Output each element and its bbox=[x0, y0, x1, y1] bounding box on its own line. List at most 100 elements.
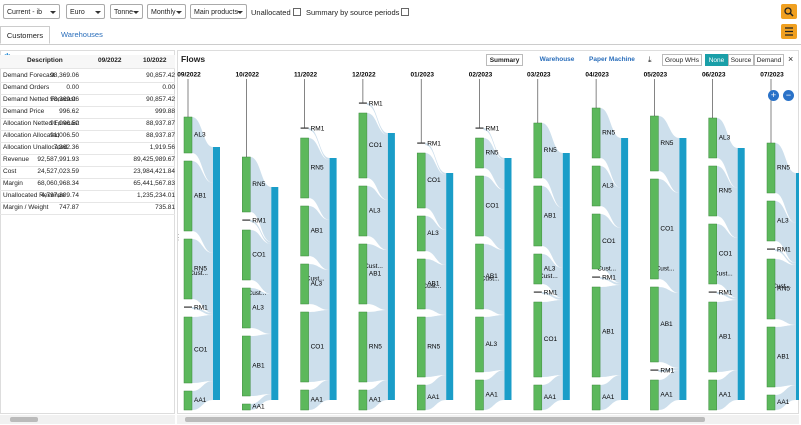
flow-ribbon bbox=[541, 254, 563, 298]
node-label: CO1 bbox=[311, 344, 325, 351]
row-label: Revenue bbox=[3, 156, 30, 163]
flow-ribbon bbox=[600, 277, 622, 285]
menu-button[interactable] bbox=[781, 24, 797, 39]
cell: 91,006.50 bbox=[50, 120, 79, 127]
flow-ribbon bbox=[192, 117, 213, 183]
source-node bbox=[592, 276, 601, 278]
table-row: Demand Forecast 98,369.06 90,857.42 bbox=[0, 70, 175, 83]
scenario-select[interactable]: Current - ib bbox=[3, 4, 60, 19]
flow-ribbon bbox=[716, 224, 738, 298]
tab[interactable]: Warehouses bbox=[61, 30, 103, 39]
node-label: AA1 bbox=[194, 397, 207, 404]
currency-select[interactable]: Euro bbox=[66, 4, 105, 19]
node-label: RN5 bbox=[311, 165, 324, 172]
source-node bbox=[416, 215, 426, 252]
view-tab[interactable]: Warehouse bbox=[534, 54, 580, 66]
unallocated-label: Unallocated bbox=[251, 8, 291, 17]
node-label: RN5 bbox=[252, 181, 265, 188]
cell: 24,527,023.59 bbox=[37, 168, 79, 175]
products-select[interactable]: Main products bbox=[190, 4, 247, 19]
source-node bbox=[766, 326, 776, 388]
flow-ribbon bbox=[600, 214, 622, 283]
node-label: AA1 bbox=[719, 392, 732, 399]
node-label: AB1 bbox=[252, 363, 265, 370]
node-label: AB1 bbox=[486, 273, 499, 280]
node-label: RN5 bbox=[777, 286, 790, 293]
flow-ribbon bbox=[658, 287, 680, 368]
flow-ribbon bbox=[716, 166, 738, 238]
cell: 1,235,234.01 bbox=[137, 192, 175, 199]
source-node bbox=[533, 384, 543, 411]
node-label: RN5 bbox=[427, 344, 440, 351]
customer-label: Cust... bbox=[539, 273, 558, 280]
flow-ribbon bbox=[541, 123, 563, 208]
source-node bbox=[533, 291, 542, 293]
source-node bbox=[766, 258, 776, 320]
flow-ribbon bbox=[483, 128, 505, 160]
flow-ribbon bbox=[250, 220, 272, 244]
flow-ribbon bbox=[483, 244, 505, 315]
customer-label: Cust... bbox=[597, 266, 616, 273]
flow-ribbon bbox=[425, 153, 447, 230]
unallocated-checkbox[interactable]: Unallocated bbox=[251, 8, 301, 17]
search-button[interactable] bbox=[781, 4, 797, 19]
source-node bbox=[766, 200, 776, 242]
flow-ribbon bbox=[716, 370, 738, 410]
source-node bbox=[533, 185, 543, 247]
grouping-option[interactable]: Source bbox=[728, 54, 754, 66]
source-node bbox=[416, 316, 426, 378]
node-label: AA1 bbox=[369, 397, 382, 404]
flow-ribbon bbox=[192, 315, 213, 383]
cell: 999.88 bbox=[155, 108, 175, 115]
node-label: AB1 bbox=[194, 193, 207, 200]
grouping-option[interactable]: Demand bbox=[754, 54, 784, 66]
period-label: 07/2023 bbox=[760, 72, 784, 79]
grouping-option[interactable]: None bbox=[705, 54, 728, 66]
row-label: Allocation Netted Forecast bbox=[3, 120, 80, 127]
customer-label: Cust... bbox=[656, 266, 675, 273]
node-label: RN5 bbox=[194, 266, 207, 273]
node-label: CO1 bbox=[369, 142, 383, 149]
source-node bbox=[708, 117, 717, 159]
flow-ribbon bbox=[308, 138, 330, 220]
flow-ribbon bbox=[250, 334, 272, 396]
customer-bar bbox=[737, 148, 745, 400]
zoom-out[interactable]: − bbox=[783, 90, 794, 101]
zoom-in[interactable]: + bbox=[768, 90, 779, 101]
source-node bbox=[242, 403, 251, 411]
source-node bbox=[708, 301, 717, 373]
flow-ribbon bbox=[366, 186, 388, 250]
unit-select[interactable]: Tonne bbox=[110, 4, 143, 19]
close-button[interactable]: × bbox=[788, 54, 794, 64]
customer-label: Cust... bbox=[189, 270, 208, 277]
download-icon[interactable]: ⤓ bbox=[648, 55, 652, 64]
group-button[interactable]: Group WHs bbox=[662, 54, 702, 66]
node-label: CO1 bbox=[544, 336, 558, 343]
scrollbar[interactable] bbox=[177, 415, 799, 424]
node-label: AL3 bbox=[719, 135, 731, 142]
node-label: AA1 bbox=[777, 399, 790, 406]
table-row: Cost 24,527,023.59 23,984,421.84 bbox=[0, 166, 175, 179]
source-node bbox=[591, 384, 601, 411]
source-node bbox=[708, 223, 717, 285]
summary-checkbox[interactable]: Summary by source periods bbox=[306, 8, 410, 17]
cell: 92,587,991.93 bbox=[37, 156, 79, 163]
scrollbar[interactable] bbox=[0, 415, 175, 424]
granularity-select[interactable]: Monthly bbox=[147, 4, 186, 19]
node-label: RM1 bbox=[252, 218, 266, 225]
tab-active[interactable]: Customers bbox=[0, 26, 50, 44]
flow-ribbon bbox=[600, 166, 622, 228]
source-node bbox=[416, 258, 426, 310]
source-node bbox=[183, 316, 193, 384]
customer-label: Cust... bbox=[248, 290, 267, 297]
customer-bar bbox=[271, 187, 279, 400]
period-label: 05/2023 bbox=[644, 72, 668, 79]
flow-ribbon bbox=[192, 161, 213, 253]
view-tab[interactable]: Paper Machine bbox=[586, 54, 638, 66]
source-node bbox=[242, 229, 251, 281]
view-tab[interactable]: Summary bbox=[486, 54, 523, 66]
flows-title: Flows bbox=[181, 54, 206, 64]
splitter[interactable]: ⋮ bbox=[174, 233, 182, 242]
period-label: 12/2022 bbox=[352, 72, 376, 79]
period-label: 09/2022 bbox=[177, 72, 201, 79]
